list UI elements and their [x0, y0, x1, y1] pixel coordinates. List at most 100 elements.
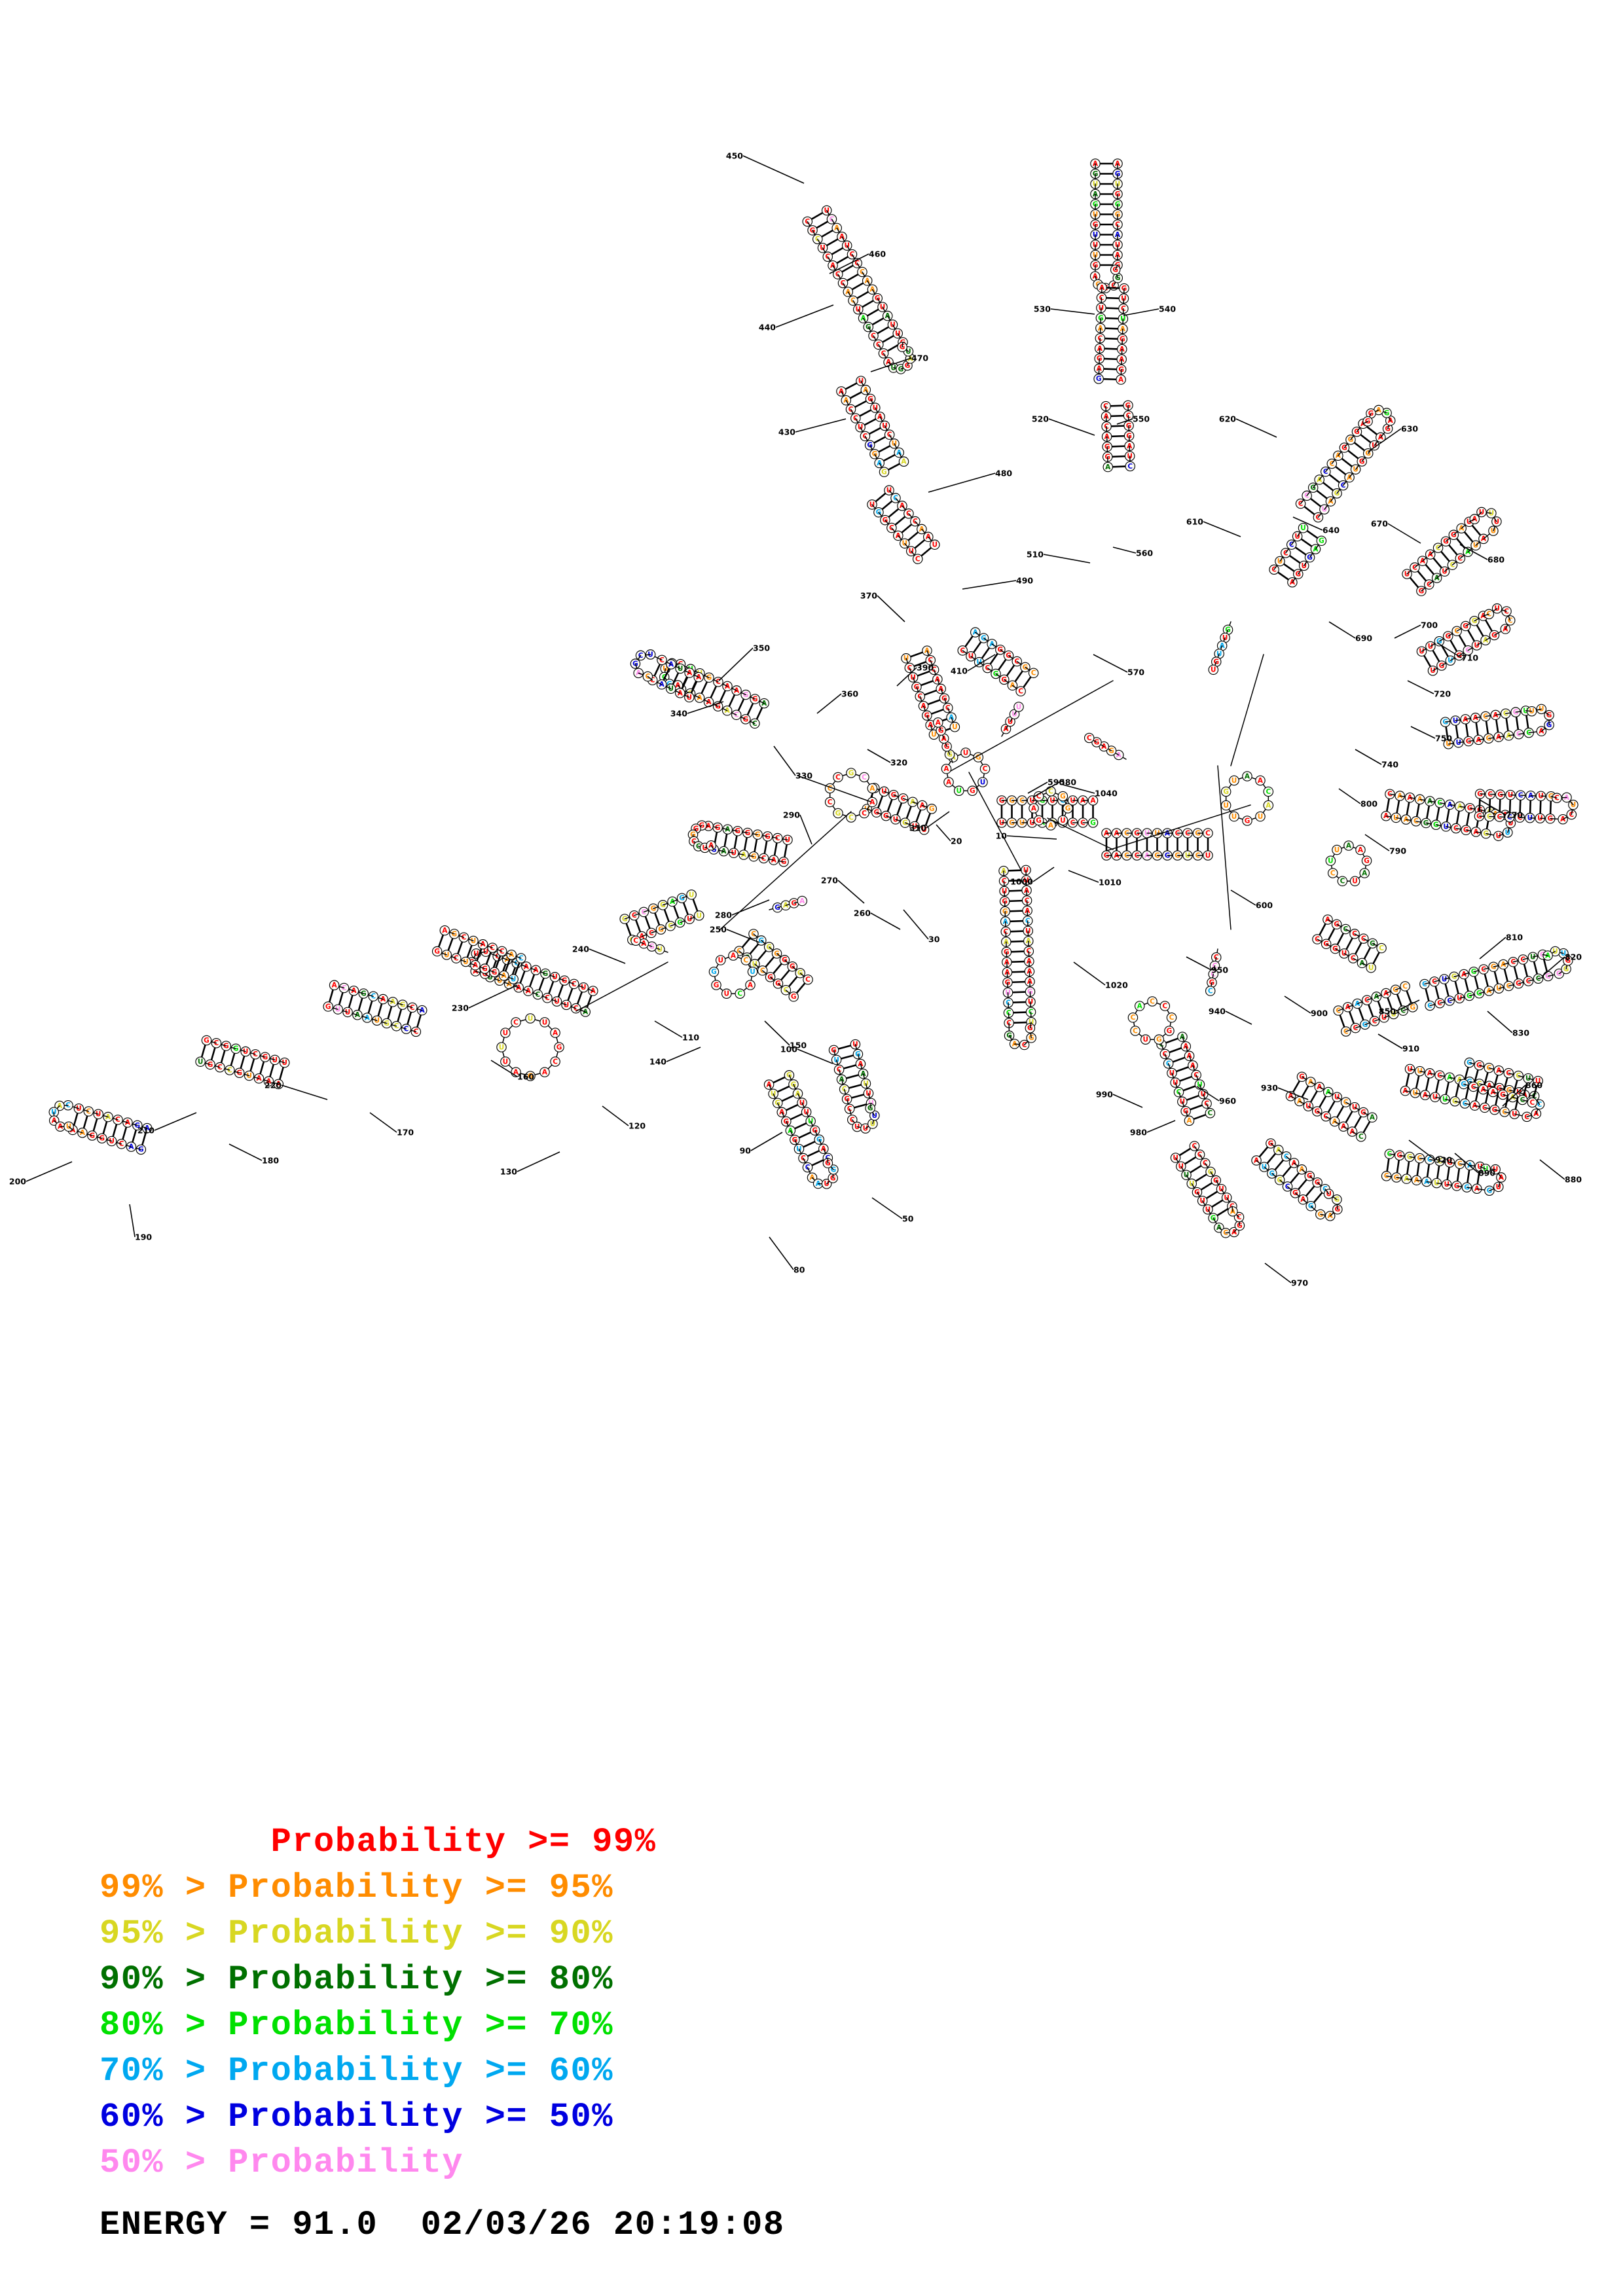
legend-row-2: 95% > Probability >= 90% — [100, 1914, 613, 1953]
svg-text:A: A — [442, 927, 448, 935]
svg-text:390: 390 — [917, 663, 934, 673]
svg-text:C: C — [1530, 1099, 1535, 1107]
legend-row-6: 60% > Probability >= 50% — [100, 2098, 613, 2136]
svg-text:920: 920 — [1435, 1155, 1452, 1165]
svg-text:230: 230 — [452, 1003, 469, 1013]
svg-text:530: 530 — [1034, 304, 1051, 314]
svg-text:620: 620 — [1219, 414, 1236, 424]
svg-text:720: 720 — [1434, 689, 1451, 699]
svg-text:810: 810 — [1506, 933, 1523, 942]
svg-text:U: U — [1328, 857, 1334, 865]
svg-text:700: 700 — [1421, 620, 1438, 630]
svg-text:470: 470 — [911, 353, 928, 363]
svg-text:510: 510 — [1027, 550, 1044, 560]
svg-text:880: 880 — [1565, 1175, 1582, 1185]
svg-text:A: A — [936, 719, 941, 726]
svg-text:770: 770 — [1506, 810, 1523, 820]
svg-text:360: 360 — [841, 689, 858, 699]
svg-text:U: U — [528, 1014, 534, 1022]
svg-text:690: 690 — [1355, 634, 1372, 643]
svg-text:100: 100 — [780, 1045, 797, 1054]
svg-text:U: U — [952, 723, 958, 731]
legend-row-5: 70% > Probability >= 60% — [100, 2052, 613, 2090]
svg-text:310: 310 — [909, 823, 926, 833]
svg-text:A: A — [1245, 772, 1250, 780]
svg-text:890: 890 — [1478, 1168, 1495, 1178]
svg-text:180: 180 — [262, 1156, 279, 1166]
svg-text:G: G — [204, 1037, 210, 1045]
svg-text:A: A — [943, 765, 949, 773]
svg-text:G: G — [1156, 1036, 1162, 1044]
svg-text:850: 850 — [1379, 1007, 1396, 1016]
svg-text:570: 570 — [1127, 668, 1144, 677]
svg-text:550: 550 — [1133, 414, 1150, 424]
svg-text:C: C — [1266, 788, 1271, 796]
svg-text:490: 490 — [1016, 576, 1033, 586]
svg-text:G: G — [1096, 375, 1102, 383]
svg-text:A: A — [869, 785, 875, 793]
svg-text:G: G — [711, 968, 717, 976]
svg-text:C: C — [828, 785, 833, 793]
svg-text:U: U — [1258, 813, 1264, 821]
svg-text:10: 10 — [996, 831, 1008, 841]
svg-text:430: 430 — [778, 427, 795, 437]
svg-text:980: 980 — [1130, 1128, 1147, 1138]
svg-text:450: 450 — [726, 151, 743, 161]
svg-text:860: 860 — [1525, 1081, 1542, 1090]
svg-text:630: 630 — [1401, 424, 1418, 434]
svg-text:C: C — [1208, 987, 1213, 995]
svg-text:320: 320 — [890, 758, 907, 768]
svg-text:C: C — [1340, 878, 1345, 886]
svg-text:C: C — [1359, 1133, 1364, 1141]
svg-text:370: 370 — [860, 591, 877, 601]
svg-text:210: 210 — [137, 1126, 155, 1136]
svg-text:U: U — [931, 731, 937, 739]
probability-legend: Probability >= 99% 99% > Probability >= … — [0, 1820, 1623, 2186]
svg-text:440: 440 — [759, 323, 776, 332]
svg-text:140: 140 — [649, 1057, 666, 1067]
svg-text:C: C — [983, 765, 988, 773]
svg-text:U: U — [198, 1058, 204, 1066]
svg-text:640: 640 — [1322, 526, 1340, 535]
svg-text:U: U — [1211, 666, 1216, 674]
svg-text:A: A — [1118, 376, 1124, 384]
svg-text:U: U — [1142, 1036, 1148, 1044]
svg-text:950: 950 — [1211, 965, 1228, 975]
svg-text:C: C — [1087, 734, 1092, 742]
rna-structure-panel: CUGCCAUACUACCCCCAACAUGAUGACUCUCGAUGGAUGA… — [9, 151, 1582, 1288]
svg-text:A: A — [553, 1029, 558, 1037]
legend-row-4: 80% > Probability >= 70% — [100, 2006, 613, 2045]
svg-text:330: 330 — [795, 771, 812, 781]
svg-text:G: G — [835, 810, 841, 817]
svg-text:C: C — [1131, 1014, 1136, 1022]
svg-text:U: U — [723, 990, 729, 998]
svg-text:U: U — [1016, 703, 1022, 711]
svg-text:820: 820 — [1565, 952, 1582, 962]
svg-text:190: 190 — [135, 1232, 152, 1242]
svg-text:C: C — [915, 555, 921, 563]
svg-text:G: G — [1319, 537, 1324, 545]
svg-text:1010: 1010 — [1099, 878, 1122, 888]
svg-text:A: A — [1358, 846, 1364, 854]
svg-text:A: A — [946, 778, 952, 786]
svg-text:C: C — [828, 798, 833, 806]
svg-text:U: U — [697, 912, 702, 920]
svg-text:790: 790 — [1389, 846, 1406, 856]
svg-text:C: C — [1208, 1109, 1213, 1117]
svg-text:A: A — [748, 981, 754, 989]
svg-text:U: U — [980, 778, 986, 786]
svg-text:560: 560 — [1136, 548, 1153, 558]
svg-text:830: 830 — [1512, 1028, 1529, 1038]
svg-text:600: 600 — [1256, 901, 1273, 910]
svg-text:U: U — [956, 787, 962, 795]
svg-text:A: A — [1031, 804, 1037, 812]
svg-text:A: A — [731, 952, 737, 960]
svg-text:G: G — [434, 948, 440, 956]
svg-text:G: G — [1036, 817, 1042, 825]
svg-text:C: C — [1205, 829, 1211, 837]
svg-text:680: 680 — [1487, 555, 1504, 565]
svg-text:G: G — [1245, 817, 1250, 825]
svg-text:C: C — [737, 990, 742, 998]
svg-text:130: 130 — [500, 1167, 517, 1177]
svg-text:C: C — [1150, 997, 1155, 1005]
